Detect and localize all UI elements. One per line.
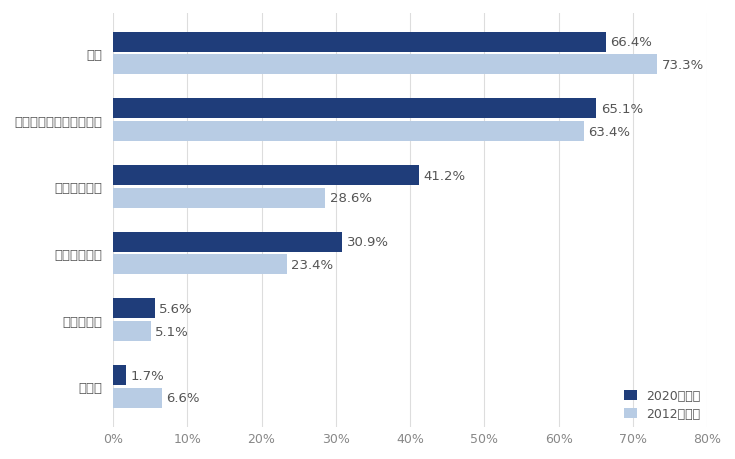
- Bar: [113, 321, 151, 341]
- Bar: [113, 388, 162, 408]
- Bar: [113, 232, 343, 252]
- Text: 30.9%: 30.9%: [347, 236, 389, 249]
- Text: 73.3%: 73.3%: [662, 59, 704, 72]
- Text: 1.7%: 1.7%: [130, 369, 164, 382]
- Bar: [113, 99, 597, 119]
- Text: 41.2%: 41.2%: [423, 169, 465, 182]
- Text: 5.1%: 5.1%: [155, 325, 189, 338]
- Bar: [113, 166, 419, 185]
- Bar: [113, 55, 657, 75]
- Text: 23.4%: 23.4%: [291, 258, 334, 271]
- Bar: [113, 255, 287, 275]
- Bar: [113, 365, 126, 385]
- Text: 66.4%: 66.4%: [611, 36, 653, 49]
- Bar: [113, 299, 154, 319]
- Text: 63.4%: 63.4%: [588, 125, 631, 138]
- Text: 65.1%: 65.1%: [601, 103, 643, 116]
- Legend: 2020年調査, 2012年調査: 2020年調査, 2012年調査: [624, 389, 701, 420]
- Text: 28.6%: 28.6%: [330, 192, 372, 205]
- Bar: [113, 122, 584, 142]
- Bar: [113, 188, 326, 208]
- Text: 5.6%: 5.6%: [159, 302, 193, 315]
- Text: 6.6%: 6.6%: [166, 392, 200, 404]
- Bar: [113, 33, 606, 53]
